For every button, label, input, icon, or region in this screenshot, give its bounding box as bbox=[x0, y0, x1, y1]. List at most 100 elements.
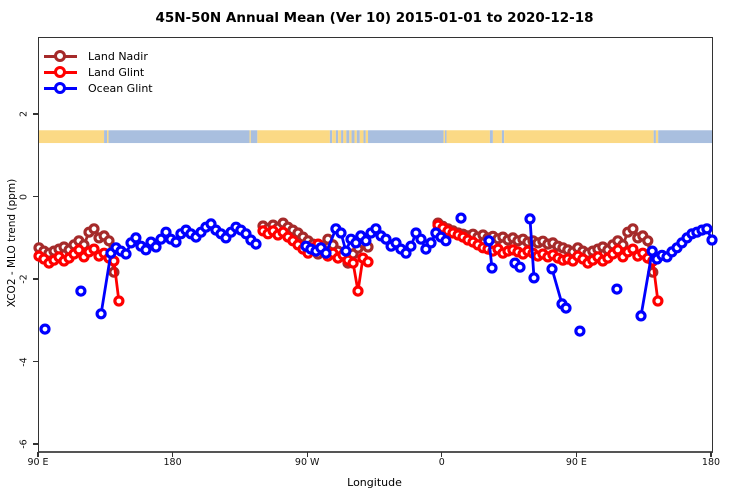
data-point bbox=[627, 223, 639, 235]
map-strip-segment bbox=[250, 130, 258, 144]
x-axis-title: Longitude bbox=[347, 476, 402, 489]
map-strip-segment bbox=[443, 130, 446, 144]
map-strip-segment bbox=[445, 130, 447, 144]
ocean-glint-marker-icon bbox=[44, 81, 77, 95]
map-strip-segment bbox=[346, 130, 350, 144]
map-strip-segment bbox=[104, 130, 108, 144]
legend-label: Land Nadir bbox=[88, 49, 148, 63]
data-point bbox=[155, 233, 167, 245]
y-tick-mark bbox=[33, 278, 38, 280]
legend-circle-icon bbox=[54, 82, 66, 94]
map-strip-segment bbox=[492, 130, 502, 144]
map-strip-segment bbox=[249, 130, 251, 144]
data-point bbox=[95, 308, 107, 320]
data-point bbox=[362, 256, 374, 268]
x-tick-label: 180 bbox=[701, 457, 721, 468]
data-point bbox=[483, 235, 495, 247]
data-point bbox=[546, 263, 558, 275]
data-point bbox=[646, 245, 658, 257]
map-strip-segment bbox=[108, 130, 250, 144]
data-point bbox=[347, 257, 359, 269]
data-point bbox=[400, 247, 412, 259]
data-point bbox=[425, 237, 437, 249]
data-point bbox=[88, 243, 100, 255]
legend-item-ocean-glint: Ocean Glint bbox=[44, 80, 153, 96]
data-point bbox=[635, 310, 647, 322]
y-tick-mark bbox=[33, 360, 38, 363]
y-tick-label: -4 bbox=[18, 356, 30, 367]
map-strip-segment bbox=[501, 130, 505, 144]
map-strip-segment bbox=[655, 130, 659, 144]
series-line bbox=[528, 217, 536, 280]
map-strip-segment bbox=[338, 130, 342, 144]
map-strip-segment bbox=[368, 130, 444, 144]
page-title: 45N-50N Annual Mean (Ver 10) 2015-01-01 … bbox=[155, 10, 594, 26]
data-point bbox=[612, 244, 624, 256]
data-point bbox=[88, 223, 100, 235]
data-point bbox=[611, 283, 623, 295]
data-point bbox=[360, 235, 372, 247]
data-point bbox=[113, 295, 125, 307]
x-tick-label: 180 bbox=[163, 457, 182, 468]
data-point bbox=[103, 235, 115, 247]
data-point bbox=[170, 236, 182, 248]
map-strip-segment bbox=[343, 130, 347, 144]
data-point bbox=[455, 212, 467, 224]
y-tick-label: 0 bbox=[18, 193, 30, 200]
map-strip-segment bbox=[363, 130, 366, 144]
legend-label: Ocean Glint bbox=[88, 81, 153, 95]
data-point bbox=[150, 241, 162, 253]
y-tick-mark bbox=[33, 195, 38, 198]
x-tick-mark bbox=[575, 451, 578, 457]
x-tick-label: 90 W bbox=[294, 457, 320, 468]
legend-item-land-nadir: Land Nadir bbox=[44, 48, 153, 64]
data-point bbox=[352, 285, 364, 297]
data-point bbox=[514, 261, 526, 273]
x-tick-label: 90 E bbox=[565, 457, 587, 468]
x-tick-label: 0 bbox=[438, 457, 445, 468]
data-point bbox=[160, 226, 172, 238]
data-point bbox=[405, 240, 417, 252]
map-strip-segment bbox=[335, 130, 339, 144]
data-point bbox=[652, 295, 664, 307]
data-point bbox=[120, 248, 132, 260]
data-point bbox=[706, 234, 718, 246]
data-point bbox=[440, 235, 452, 247]
map-strip-segment bbox=[365, 130, 369, 144]
map-strip-segment bbox=[489, 130, 493, 144]
legend: Land Nadir Land Glint Ocean Glint bbox=[44, 48, 153, 96]
y-tick-label: 2 bbox=[18, 110, 30, 118]
plot-canvas bbox=[33, 130, 718, 337]
map-strip-segment bbox=[107, 130, 109, 144]
data-point bbox=[340, 245, 352, 257]
data-point bbox=[560, 302, 572, 314]
map-strip-segment bbox=[257, 130, 330, 144]
data-point bbox=[39, 323, 51, 335]
map-strip-segment bbox=[658, 130, 712, 144]
y-tick-mark bbox=[33, 113, 38, 115]
legend-circle-icon bbox=[54, 50, 66, 62]
land-glint-marker-icon bbox=[44, 65, 77, 79]
data-point bbox=[370, 223, 382, 235]
data-point bbox=[320, 247, 332, 259]
legend-circle-icon bbox=[54, 66, 66, 78]
map-strip-segment bbox=[39, 130, 105, 144]
map-strip-segment bbox=[332, 130, 336, 144]
data-point bbox=[486, 262, 498, 274]
map-strip-segment bbox=[341, 130, 344, 144]
data-point bbox=[415, 233, 427, 245]
map-strip-segment bbox=[349, 130, 352, 144]
data-point bbox=[574, 325, 586, 337]
x-tick-mark bbox=[441, 451, 443, 457]
x-tick-mark bbox=[37, 451, 39, 457]
x-tick-mark bbox=[710, 451, 712, 457]
data-point bbox=[524, 213, 536, 225]
y-tick-mark bbox=[33, 443, 38, 445]
map-strip-segment bbox=[329, 130, 333, 144]
x-tick-label: 90 E bbox=[27, 457, 49, 468]
x-tick-mark bbox=[171, 451, 174, 457]
map-strip-segment bbox=[653, 130, 656, 144]
map-strip-segment bbox=[504, 130, 654, 144]
data-point bbox=[335, 227, 347, 239]
